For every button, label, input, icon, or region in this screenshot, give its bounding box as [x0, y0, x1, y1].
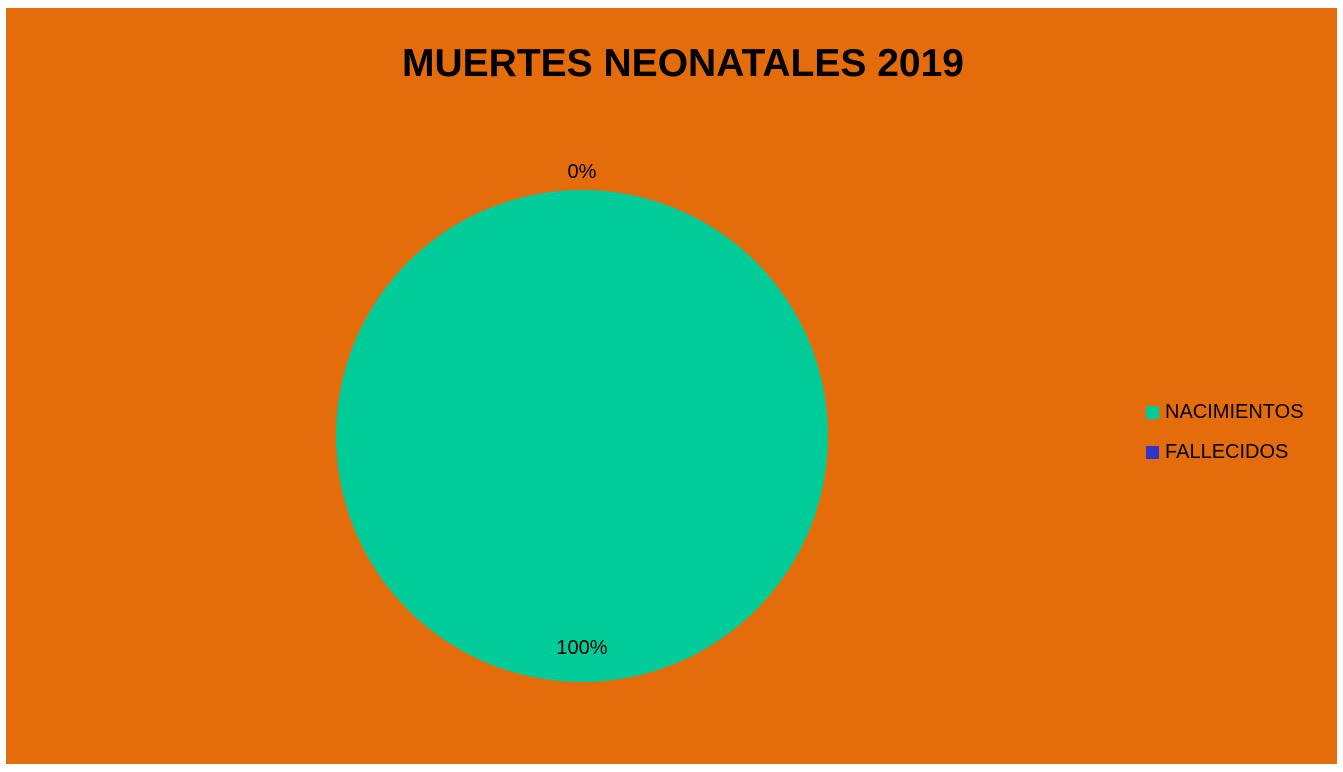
legend-swatch-fallecidos: [1146, 445, 1159, 459]
legend-label-fallecidos: FALLECIDOS: [1165, 440, 1289, 463]
pie-data-labels: 100% 0%: [556, 161, 607, 659]
legend-swatch-nacimientos: [1146, 405, 1159, 419]
legend: NACIMIENTOS FALLECIDOS: [1146, 398, 1331, 478]
legend-item-fallecidos: FALLECIDOS: [1146, 438, 1331, 466]
chart-area: 100% 0% MUERTES NEONATALES 2019 NACIMIENT…: [6, 8, 1337, 764]
data-label-fallecidos: 0%: [568, 161, 597, 183]
chart-title: MUERTES NEONATALES 2019: [402, 42, 964, 85]
legend-label-nacimientos: NACIMIENTOS: [1165, 400, 1304, 423]
data-label-nacimientos: 100%: [556, 637, 607, 659]
pie-slices: [336, 190, 828, 682]
legend-item-nacimientos: NACIMIENTOS: [1146, 398, 1331, 426]
pie-slice-nacimientos: [336, 190, 828, 682]
pie-chart: 100% 0%: [6, 8, 1337, 764]
